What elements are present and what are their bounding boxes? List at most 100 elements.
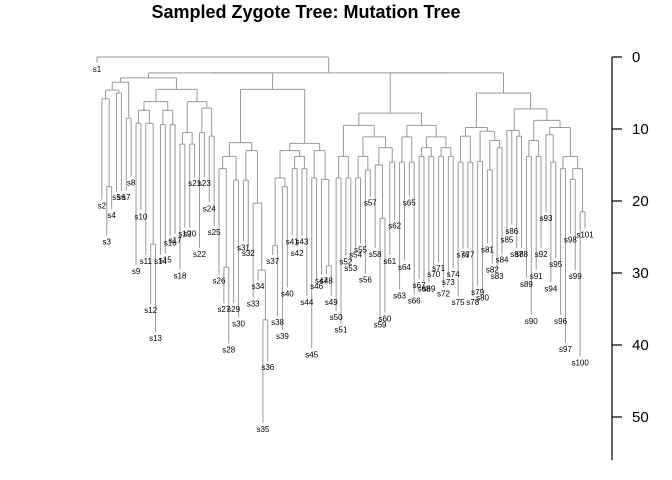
tip-label-s10: s10 [134, 212, 147, 221]
tip-label-s97: s97 [559, 345, 572, 354]
tip-label-s93: s93 [540, 214, 553, 223]
tip-label-s96: s96 [554, 317, 567, 326]
tip-label-s21: s21 [188, 179, 201, 188]
tip-label-s19: s19 [178, 230, 191, 239]
tip-label-s34: s34 [252, 282, 265, 291]
tip-label-s58: s58 [369, 250, 382, 259]
tip-label-s73: s73 [442, 278, 455, 287]
tip-label-s18: s18 [174, 271, 187, 280]
tip-label-s91: s91 [530, 272, 543, 281]
tip-label-s32: s32 [242, 249, 255, 258]
tip-label-s61: s61 [383, 257, 396, 266]
tip-labels: s1s2s3s4s5s6s7s8s9s10s11s12s13s14s15s16s… [93, 65, 594, 434]
tip-label-s85: s85 [500, 235, 513, 244]
tip-label-s101: s101 [576, 230, 594, 239]
tip-label-s52: s52 [339, 258, 352, 267]
tip-label-s70: s70 [427, 270, 440, 279]
tip-label-s64: s64 [398, 263, 411, 272]
tip-label-s67: s67 [413, 281, 426, 290]
tip-label-s6: s6 [117, 193, 126, 202]
y-tick-label: 20 [632, 193, 649, 210]
tip-label-s89: s89 [520, 280, 533, 289]
tip-label-s27: s27 [217, 305, 230, 314]
tip-label-s38: s38 [271, 318, 284, 327]
tip-label-s53: s53 [344, 264, 357, 273]
tip-label-s7: s7 [122, 193, 131, 202]
tip-label-s86: s86 [505, 227, 518, 236]
tip-label-s1: s1 [93, 65, 102, 74]
tip-label-s65: s65 [403, 199, 416, 208]
tip-label-s17: s17 [169, 236, 182, 245]
tip-label-s92: s92 [535, 250, 548, 259]
y-tick-label: 50 [632, 409, 649, 426]
tip-label-s46: s46 [310, 282, 323, 291]
tip-label-s71: s71 [432, 264, 445, 273]
tip-label-s11: s11 [140, 257, 153, 266]
y-tick-label: 10 [632, 121, 649, 138]
tip-label-s9: s9 [132, 267, 141, 276]
tip-label-s22: s22 [193, 250, 206, 259]
tip-label-s23: s23 [198, 179, 211, 188]
tip-label-s14: s14 [154, 257, 167, 266]
tip-label-s54: s54 [349, 251, 362, 260]
tip-label-s75: s75 [452, 298, 465, 307]
tip-label-s82: s82 [486, 266, 499, 275]
tip-label-s8: s8 [127, 179, 136, 188]
tip-label-s37: s37 [266, 257, 279, 266]
tip-label-s2: s2 [98, 202, 107, 211]
tip-label-s50: s50 [330, 313, 343, 322]
tip-label-s47: s47 [315, 276, 328, 285]
tip-label-s63: s63 [393, 292, 406, 301]
tip-label-s56: s56 [359, 276, 372, 285]
tip-label-s62: s62 [388, 222, 401, 231]
tip-label-s15: s15 [159, 256, 172, 265]
y-tick-label: 40 [632, 337, 649, 354]
tip-label-s66: s66 [408, 297, 421, 306]
tip-label-s83: s83 [491, 272, 504, 281]
y-tick-label: 30 [632, 265, 649, 282]
tip-label-s28: s28 [222, 346, 235, 355]
tip-label-s90: s90 [525, 317, 538, 326]
tip-label-s42: s42 [291, 249, 304, 258]
dendrogram-edges [96, 56, 586, 423]
tip-label-s44: s44 [300, 298, 313, 307]
tip-label-s30: s30 [232, 320, 245, 329]
tip-label-s98: s98 [564, 235, 577, 244]
tip-label-s77: s77 [461, 251, 474, 260]
tip-label-s26: s26 [213, 276, 226, 285]
tip-label-s4: s4 [107, 211, 116, 220]
y-axis: 0 10 20 30 40 50 [611, 49, 649, 461]
tip-label-s60: s60 [378, 315, 391, 324]
tip-label-s72: s72 [437, 289, 450, 298]
tip-label-s69: s69 [422, 284, 435, 293]
tip-label-s57: s57 [364, 199, 377, 208]
tip-label-s24: s24 [203, 204, 216, 213]
tip-label-s76: s76 [457, 251, 470, 260]
tip-label-s33: s33 [247, 299, 260, 308]
tip-label-s95: s95 [549, 260, 562, 269]
tip-label-s84: s84 [496, 256, 509, 265]
tip-label-s29: s29 [227, 305, 240, 314]
tip-label-s81: s81 [481, 245, 494, 254]
tip-label-s35: s35 [256, 425, 269, 434]
tip-label-s43: s43 [296, 238, 309, 247]
tip-label-s36: s36 [261, 363, 274, 372]
tip-label-s74: s74 [447, 270, 460, 279]
tip-label-s59: s59 [374, 320, 387, 329]
tip-label-s41: s41 [286, 238, 299, 247]
tip-label-s80: s80 [476, 294, 489, 303]
chart-title: Sampled Zygote Tree: Mutation Tree [151, 2, 461, 22]
tip-label-s13: s13 [149, 334, 162, 343]
tip-label-s79: s79 [471, 288, 484, 297]
tip-label-s87: s87 [510, 250, 523, 259]
tip-label-s31: s31 [237, 243, 250, 252]
tip-label-s3: s3 [103, 238, 112, 247]
tip-label-s100: s100 [571, 359, 589, 368]
tip-label-s99: s99 [569, 272, 582, 281]
tip-label-s25: s25 [208, 228, 221, 237]
tip-label-s39: s39 [276, 332, 289, 341]
tip-label-s49: s49 [325, 298, 338, 307]
tip-label-s68: s68 [418, 284, 431, 293]
tip-label-s48: s48 [320, 276, 333, 285]
